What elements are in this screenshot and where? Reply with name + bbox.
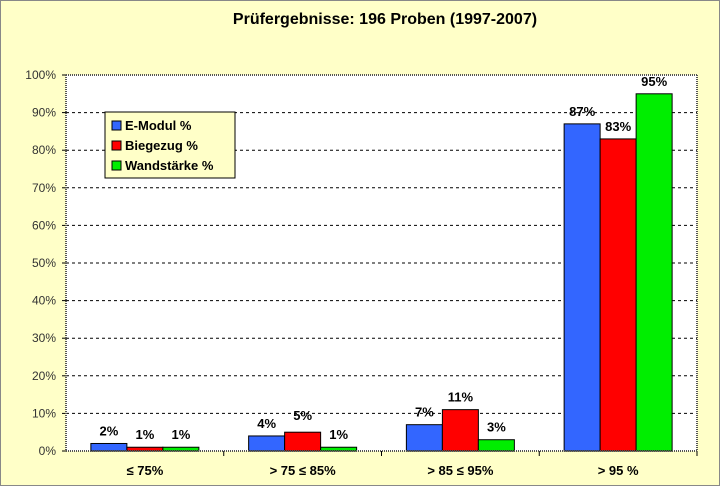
data-label: 95%	[641, 74, 667, 89]
bar-biegezug	[599, 138, 637, 452]
x-tick-label: > 75 ≤ 85%	[270, 463, 336, 478]
data-label: 2%	[99, 423, 118, 438]
data-label: 11%	[448, 390, 474, 405]
data-label: 4%	[257, 416, 276, 431]
y-tick-label: 30%	[32, 331, 56, 345]
legend-swatch	[111, 120, 122, 131]
legend-swatch	[111, 160, 122, 171]
y-tick-label: 10%	[32, 406, 56, 420]
data-label: 5%	[293, 408, 312, 423]
legend-label: Biegezug %	[125, 138, 198, 153]
x-tick-label: ≤ 75%	[126, 463, 163, 478]
bar-biegezug	[284, 431, 322, 452]
bar-biegezug	[441, 409, 479, 452]
bar-wandstrke	[477, 439, 515, 452]
legend-label: Wandstärke %	[125, 158, 214, 173]
data-label: 1%	[135, 427, 154, 442]
y-tick-label: 40%	[32, 294, 56, 308]
legend-swatch	[111, 140, 122, 151]
data-label: 3%	[487, 420, 506, 435]
y-tick-label: 70%	[32, 181, 56, 195]
x-tick-label: > 95 %	[598, 463, 639, 478]
data-label: 87%	[569, 104, 595, 119]
y-tick-label: 20%	[32, 369, 56, 383]
legend	[104, 111, 236, 179]
bar-emodul	[405, 424, 443, 452]
data-label: 1%	[329, 427, 348, 442]
data-label: 1%	[171, 427, 190, 442]
data-label: 7%	[415, 405, 434, 420]
y-tick-label: 60%	[32, 218, 56, 232]
y-tick-label: 0%	[39, 444, 57, 458]
y-tick-label: 50%	[32, 256, 56, 270]
y-tick-label: 80%	[32, 143, 56, 157]
legend-label: E-Modul %	[125, 118, 192, 133]
bar-emodul	[248, 435, 286, 452]
bar-emodul	[563, 123, 601, 452]
y-tick-label: 90%	[32, 106, 56, 120]
bar-emodul	[90, 442, 128, 452]
y-tick-label: 100%	[25, 68, 56, 82]
bar-wandstrke	[635, 93, 673, 452]
x-tick-label: > 85 ≤ 95%	[427, 463, 493, 478]
chart-title: Prüfergebnisse: 196 Proben (1997-2007)	[233, 11, 537, 28]
data-label: 83%	[605, 119, 631, 134]
